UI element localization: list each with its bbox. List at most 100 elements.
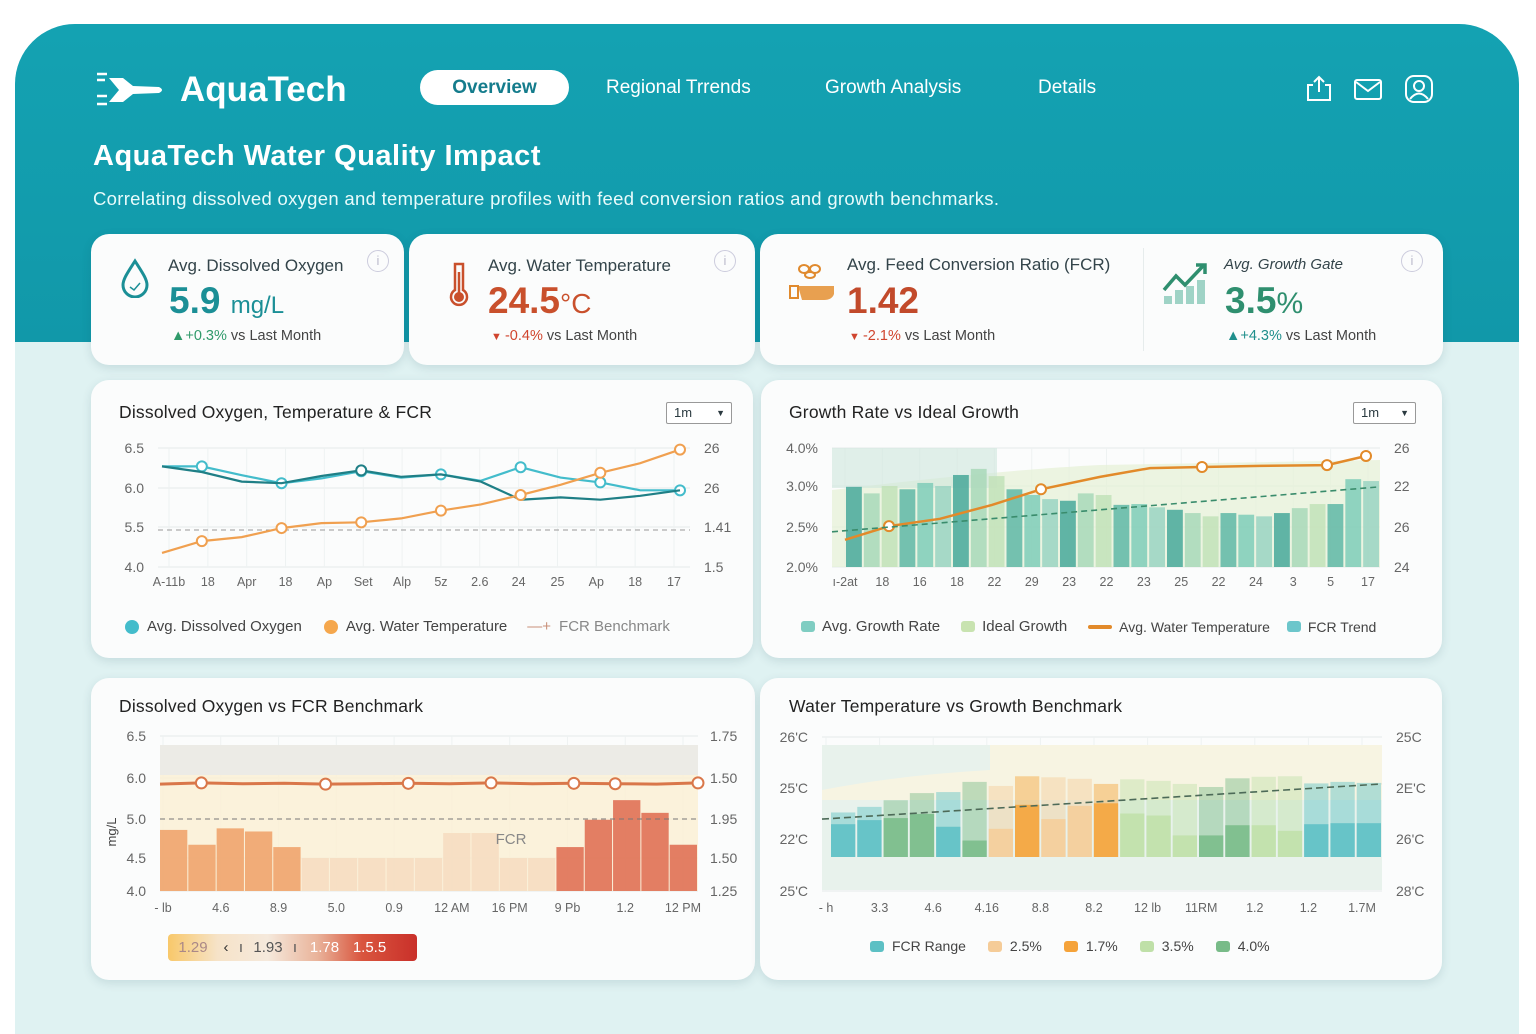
legend-swatch	[125, 619, 139, 634]
x-tick-label: 8.2	[1085, 901, 1102, 915]
growth-bar	[1042, 499, 1058, 567]
x-tick-label: 0.9	[385, 901, 402, 915]
x-tick-label: Alp	[393, 575, 411, 589]
growth-bar	[1095, 495, 1112, 567]
growth-bar	[1327, 504, 1344, 567]
x-tick-label: 12 AM	[434, 901, 469, 915]
growth-bar	[1238, 514, 1255, 567]
bar-lower	[1304, 824, 1329, 857]
y-axis-label: mg/L	[104, 818, 119, 847]
growth-bar	[935, 486, 951, 567]
y2-tick-label: 26	[1394, 440, 1410, 456]
bar-lower	[962, 840, 987, 857]
fcr-bar	[414, 858, 443, 891]
legend-label: Avg. Growth Rate	[822, 618, 941, 635]
kpi-label: Avg. Growth Gate	[1224, 256, 1343, 273]
y2-tick-label: 1.50	[710, 850, 737, 866]
bar-lower	[1199, 835, 1224, 857]
y-tick-label: 2.0%	[786, 559, 818, 575]
fcr-bar	[471, 833, 499, 891]
legend-label: 3.5%	[1161, 938, 1194, 954]
y-tick-label: 4.0	[127, 883, 147, 899]
y-tick-label: 26'C	[780, 729, 808, 745]
y2-tick-label: 26	[704, 480, 720, 496]
x-tick-label: 8.9	[270, 901, 287, 915]
growth-bar	[846, 486, 862, 567]
bar-lower	[988, 828, 1013, 857]
tab-details[interactable]: Details	[1038, 77, 1097, 98]
chart-card-do-temp-fcr: Dissolved Oxygen, Temperature & FCR 1m ▼ …	[91, 380, 753, 658]
divider	[1143, 248, 1144, 351]
tab-growth-analysis[interactable]: Growth Analysis	[825, 77, 962, 98]
kpi-card-dissolved-oxygen: Avg. Dissolved Oxygen i 5.9 mg/L ▲+0.3% …	[91, 234, 404, 365]
legend-swatch	[961, 621, 976, 632]
legend-swatch	[1063, 940, 1078, 952]
data-point	[319, 777, 333, 791]
scale-label: ı	[292, 939, 298, 956]
info-icon[interactable]: i	[1401, 250, 1423, 272]
app-name: AquaTech	[180, 70, 347, 109]
range-dropdown[interactable]: 1m ▼	[666, 402, 732, 424]
fcr-bar	[443, 833, 471, 891]
y-tick-label: 2.5%	[786, 519, 818, 535]
growth-bar	[1345, 479, 1362, 567]
feed-icon	[789, 264, 834, 300]
fcr-bar	[273, 847, 301, 891]
growth-bar	[1256, 516, 1272, 567]
growth-bar	[1131, 504, 1148, 567]
tab-regional-trends[interactable]: Regional Trrends	[606, 77, 751, 98]
x-tick-label: 3	[1290, 575, 1297, 589]
fcr-bar	[244, 831, 273, 891]
growth-chart-icon	[1162, 263, 1207, 304]
fcr-bar	[301, 858, 329, 891]
legend-swatch: —+	[527, 618, 552, 635]
bar-lower	[909, 814, 935, 857]
bar-lower	[1015, 804, 1040, 857]
growth-bar	[1363, 481, 1379, 567]
y-tick-label: 22'C	[780, 831, 808, 847]
growth-bar	[899, 489, 916, 567]
bar-lower	[1356, 823, 1381, 857]
chevron-down-icon: ▼	[1400, 408, 1409, 418]
data-point	[1196, 461, 1208, 473]
tab-overview[interactable]: Overview	[420, 70, 569, 105]
y-tick-label: 6.0	[125, 480, 145, 496]
y2-tick-label: 2E'C	[1396, 780, 1426, 796]
water-drop-icon	[121, 258, 149, 298]
trend-up-icon: ▲	[1226, 328, 1241, 344]
data-point	[514, 489, 527, 502]
y2-tick-label: 22	[1394, 478, 1410, 494]
y-tick-label: 5.5	[125, 519, 145, 535]
share-icon[interactable]	[1304, 74, 1334, 104]
fcr-bar	[584, 819, 613, 891]
x-tick-label: 18	[950, 575, 964, 589]
growth-benchmark-line	[821, 783, 1383, 820]
data-point	[1035, 483, 1047, 496]
x-tick-label: - lb	[154, 901, 171, 915]
legend-label: 4.0%	[1237, 938, 1270, 954]
scale-label: 1.29	[178, 939, 208, 956]
x-tick-label: 1.7M	[1348, 901, 1376, 915]
y2-tick-label: 1.95	[710, 811, 737, 827]
data-point	[514, 461, 527, 474]
x-tick-label: 24	[512, 575, 526, 589]
y-tick-label: 5.0	[127, 811, 147, 827]
y-tick-label: 25'C	[780, 883, 808, 899]
info-icon[interactable]: i	[367, 250, 389, 272]
kpi-delta-text: vs Last Month	[1285, 328, 1377, 344]
fcr-bar	[669, 844, 697, 891]
mail-icon[interactable]	[1353, 74, 1383, 104]
kpi-unit: mg/L	[230, 292, 285, 319]
legend-swatch	[323, 619, 338, 634]
x-tick-label: 4.16	[975, 901, 999, 915]
info-icon[interactable]: i	[714, 250, 736, 272]
user-icon[interactable]	[1404, 74, 1434, 104]
x-tick-label: 2.6	[471, 575, 488, 589]
x-tick-label: - h	[819, 901, 834, 915]
bar-lower	[1067, 805, 1092, 857]
x-tick-label: A-11b	[153, 575, 185, 589]
range-dropdown[interactable]: 1m ▼	[1353, 402, 1416, 424]
x-tick-label: Set	[354, 575, 373, 589]
x-tick-label: 1.2	[617, 901, 634, 915]
bar-lower	[1146, 815, 1171, 857]
